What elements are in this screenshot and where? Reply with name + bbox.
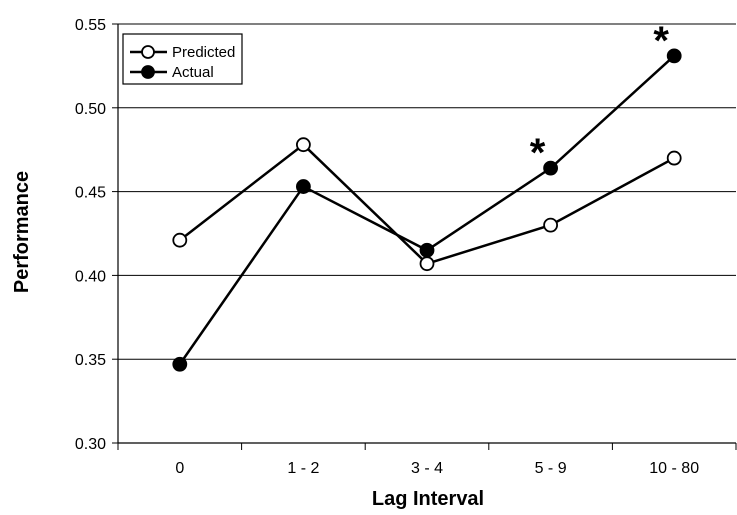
x-tick-label: 5 - 9 [535, 460, 567, 477]
y-axis-ticks: 0.30 0.35 0.40 0.45 0.50 0.55 [75, 17, 118, 453]
y-axis-title: Performance [11, 171, 33, 293]
point-actual [666, 48, 682, 64]
y-tick-label: 0.30 [75, 436, 106, 453]
significance-asterisk: * [530, 131, 546, 175]
y-tick-label: 0.55 [75, 17, 106, 34]
x-axis-title: Lag Interval [372, 488, 484, 510]
series-line-actual [178, 54, 676, 365]
point-predicted [543, 217, 558, 233]
point-predicted [666, 150, 682, 166]
axes [117, 24, 736, 444]
x-axis-ticks: 0 1 - 2 3 - 4 5 - 9 10 - 80 [117, 443, 737, 477]
legend-label-predicted: Predicted [172, 44, 235, 61]
series-layer [172, 48, 682, 372]
legend: Predicted Actual [122, 33, 243, 85]
legend-label-actual: Actual [172, 64, 214, 81]
legend-marker-predicted [141, 45, 155, 59]
legend-marker-actual [141, 65, 155, 79]
y-tick-label: 0.40 [75, 268, 106, 285]
x-tick-label: 0 [175, 460, 184, 477]
x-tick-label: 10 - 80 [649, 460, 699, 477]
x-tick-label: 3 - 4 [411, 460, 443, 477]
significance-asterisk: * [653, 19, 669, 63]
y-tick-label: 0.35 [75, 352, 106, 369]
y-tick-label: 0.45 [75, 185, 106, 202]
x-tick-label: 1 - 2 [287, 460, 319, 477]
point-actual [543, 160, 558, 176]
annotations: ** [530, 19, 670, 175]
point-actual [295, 179, 311, 194]
y-tick-label: 0.50 [75, 101, 106, 118]
gridlines [118, 23, 736, 360]
point-predicted [172, 232, 188, 248]
point-predicted [295, 137, 311, 153]
point-actual [172, 356, 188, 372]
point-predicted [419, 256, 435, 272]
point-actual [419, 242, 435, 258]
